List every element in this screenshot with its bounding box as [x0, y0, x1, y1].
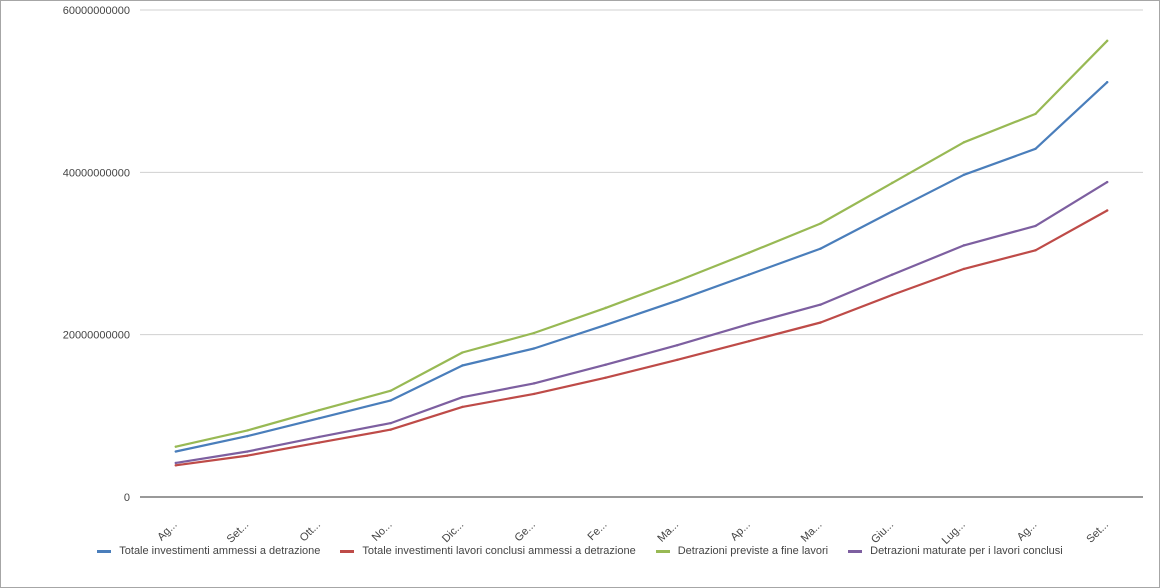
series-line-2 [174, 209, 1109, 467]
y-tick-label: 20000000000 [63, 330, 130, 342]
data-point [1105, 180, 1109, 184]
data-point [1105, 209, 1109, 212]
data-point [461, 364, 464, 367]
data-point [676, 358, 679, 362]
x-tick-label: Ag... [155, 519, 179, 543]
data-point [891, 210, 894, 213]
legend-swatch [340, 549, 355, 553]
data-point [1105, 81, 1109, 84]
data-point [747, 273, 751, 276]
legend-item-2: Totale investimenti lavori conclusi amme… [340, 545, 636, 557]
data-point [461, 405, 464, 409]
data-point [532, 392, 536, 396]
x-tick-label: Set... [1084, 519, 1111, 546]
x-tick-label: Fe... [586, 519, 610, 543]
data-point [317, 441, 321, 444]
data-point [246, 434, 249, 438]
data-point [317, 435, 321, 439]
x-tick-label: Ma... [655, 519, 681, 545]
data-point [317, 408, 321, 412]
y-tick-label: 60000000000 [63, 5, 130, 17]
y-tick-label: 40000000000 [63, 167, 130, 179]
data-point [747, 339, 751, 343]
data-point [1034, 224, 1037, 228]
x-tick-label: No... [370, 519, 395, 544]
data-point [1034, 112, 1037, 116]
x-tick-label: Set... [225, 519, 252, 546]
x-tick-label: Lug... [940, 519, 968, 547]
legend-item-4: Detrazioni maturate per i lavori conclus… [848, 545, 1063, 557]
data-point [389, 421, 392, 425]
data-point [819, 247, 822, 250]
legend-label: Detrazioni previste a fine lavori [677, 545, 829, 557]
data-point [174, 445, 178, 448]
data-point [891, 293, 894, 297]
legend-label: Detrazioni maturate per i lavori conclus… [870, 545, 1063, 557]
series-line-3 [174, 39, 1109, 448]
data-point [962, 267, 966, 271]
data-point [604, 306, 607, 310]
data-point [174, 464, 178, 467]
data-point [604, 363, 607, 366]
data-point [1105, 39, 1109, 43]
legend-swatch [655, 549, 670, 553]
data-point [747, 251, 751, 254]
x-tick-label: Ott... [298, 519, 323, 544]
legend-swatch [97, 549, 112, 553]
series-line-4 [174, 181, 1109, 464]
data-point [676, 299, 679, 302]
data-point [532, 382, 536, 385]
legend-item-3: Detrazioni previste a fine lavori [655, 545, 829, 557]
data-point [174, 461, 178, 465]
data-point [532, 347, 536, 350]
x-tick-label: Ap... [728, 519, 752, 543]
legend-item-1: Totale investimenti ammessi a detrazione [97, 545, 320, 557]
data-point [891, 273, 894, 276]
x-tick-label: Ma... [799, 519, 825, 545]
data-point [676, 344, 679, 347]
data-point [246, 429, 249, 432]
data-point [389, 389, 392, 392]
data-point [962, 141, 966, 144]
data-point [246, 450, 249, 453]
chart-legend: Totale investimenti ammessi a detrazione… [0, 545, 1160, 557]
data-point [819, 222, 822, 225]
data-point [604, 376, 607, 379]
data-point [246, 454, 249, 457]
x-tick-label: Ag... [1015, 519, 1039, 543]
series-line-1 [174, 81, 1109, 453]
data-point [317, 417, 321, 420]
data-point [389, 399, 392, 402]
data-point [604, 323, 607, 327]
x-tick-label: Dic... [440, 519, 466, 545]
y-tick-label: 0 [124, 492, 130, 504]
data-point [962, 244, 966, 247]
data-point [819, 321, 822, 324]
data-point [461, 351, 464, 354]
legend-label: Totale investimenti ammessi a detrazione [119, 545, 321, 557]
x-tick-label: Ge... [513, 519, 538, 544]
data-point [747, 322, 751, 326]
data-point [461, 395, 464, 399]
data-point [1034, 147, 1037, 150]
data-point [532, 331, 536, 335]
data-point [174, 450, 178, 453]
legend-label: Totale investimenti lavori conclusi amme… [362, 545, 636, 557]
data-point [962, 173, 966, 176]
x-tick-label: Giu... [869, 519, 896, 546]
data-point [1034, 249, 1037, 252]
data-point [676, 279, 679, 283]
data-point [891, 181, 894, 185]
data-point [389, 428, 392, 431]
data-point [819, 303, 822, 306]
legend-swatch [848, 549, 863, 553]
